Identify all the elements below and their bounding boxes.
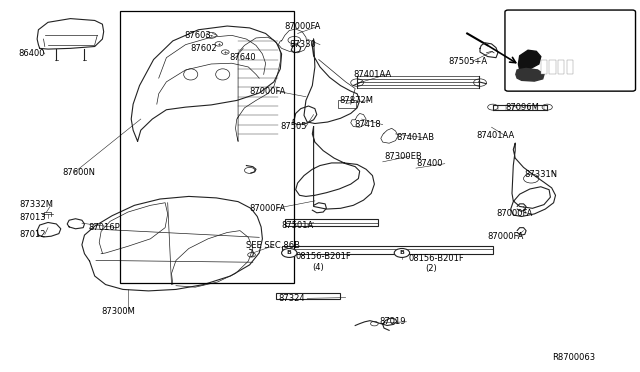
Bar [285, 219, 378, 226]
Text: 87016P: 87016P [88, 223, 120, 232]
Text: 08156-B201F: 08156-B201F [296, 252, 351, 261]
Text: SEE SEC.86B: SEE SEC.86B [246, 241, 300, 250]
Bar [276, 293, 340, 299]
Text: (2): (2) [426, 264, 437, 273]
Bar [567, 60, 573, 74]
Text: 87505+A: 87505+A [448, 57, 487, 66]
Bar [120, 11, 294, 283]
Text: 87000FA: 87000FA [496, 209, 532, 218]
Bar [549, 60, 556, 74]
Text: 87000FA: 87000FA [250, 204, 286, 213]
Text: 08156-B201F: 08156-B201F [408, 254, 464, 263]
Text: 87401AA: 87401AA [477, 131, 515, 140]
Text: 87300M: 87300M [101, 307, 135, 316]
Bar [541, 60, 547, 74]
Text: 87012: 87012 [19, 230, 45, 239]
Text: 87000FA: 87000FA [488, 232, 524, 241]
Text: 87330: 87330 [289, 40, 316, 49]
Text: R8700063: R8700063 [552, 353, 595, 362]
Text: 87872M: 87872M [339, 96, 373, 105]
Polygon shape [516, 68, 544, 81]
Text: 87501A: 87501A [282, 221, 314, 230]
Text: 87401AB: 87401AB [397, 133, 435, 142]
Text: (4): (4) [312, 263, 324, 272]
Text: 87505: 87505 [280, 122, 307, 131]
Text: 87418: 87418 [354, 120, 381, 129]
Bar [558, 60, 564, 74]
Text: B: B [399, 250, 404, 256]
Text: 87332M: 87332M [19, 200, 53, 209]
Circle shape [282, 248, 297, 257]
Text: 87000FA: 87000FA [250, 87, 286, 96]
Text: 87401AA: 87401AA [353, 70, 392, 79]
Text: 87013: 87013 [19, 213, 46, 222]
Text: 87602: 87602 [191, 44, 218, 53]
Text: 87400: 87400 [416, 159, 442, 168]
Circle shape [394, 248, 410, 257]
Text: 87300EB: 87300EB [384, 152, 422, 161]
Text: 87603: 87603 [184, 31, 211, 40]
Text: 87600N: 87600N [63, 169, 96, 177]
Bar [282, 246, 493, 254]
Text: 86400: 86400 [18, 49, 44, 58]
Bar [338, 100, 356, 108]
FancyBboxPatch shape [505, 10, 636, 91]
Text: 87324: 87324 [278, 294, 305, 303]
Text: B: B [287, 250, 292, 256]
Text: 87000FA: 87000FA [285, 22, 321, 31]
Text: 87331N: 87331N [525, 170, 558, 179]
Text: 87096M: 87096M [506, 103, 540, 112]
Polygon shape [518, 50, 541, 71]
Text: 87640: 87640 [229, 53, 256, 62]
Text: 87019: 87019 [379, 317, 405, 326]
